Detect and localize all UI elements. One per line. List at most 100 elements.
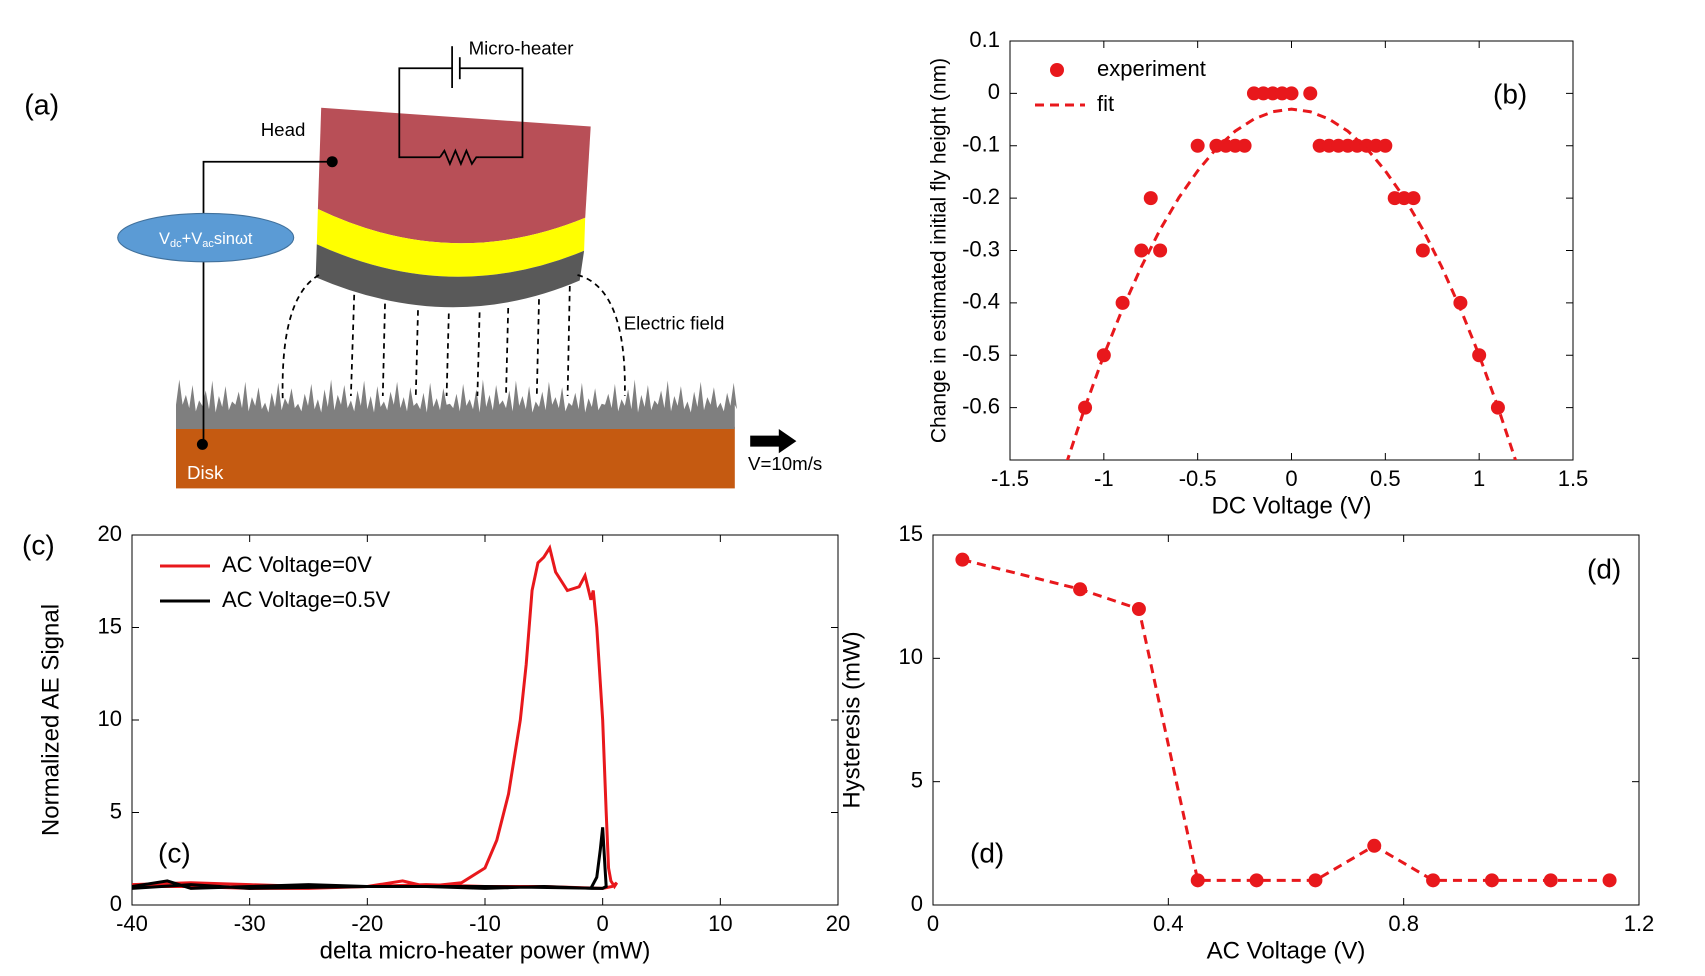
annotation: (b) xyxy=(1493,78,1527,109)
marker xyxy=(1453,295,1468,310)
x-tick-label: -1 xyxy=(1094,466,1114,491)
y-axis-label: Hysteresis (mW) xyxy=(838,631,865,808)
marker xyxy=(1602,873,1617,888)
marker xyxy=(1134,243,1149,258)
marker xyxy=(1415,243,1430,258)
marker xyxy=(1249,873,1264,888)
x-tick-label: -30 xyxy=(234,911,266,936)
marker xyxy=(1078,400,1093,415)
disk-label: Disk xyxy=(187,462,224,483)
marker xyxy=(955,552,970,567)
y-tick-label: 0.1 xyxy=(969,27,1000,52)
disk-contact xyxy=(196,438,208,450)
marker xyxy=(1237,138,1252,153)
chart: 0 0.4 0.8 1.2 0 5 10 15 AC Voltage (V) Hysteresis… xyxy=(838,521,1654,965)
marker xyxy=(1303,86,1318,101)
series-line xyxy=(1065,107,1518,460)
head-layer xyxy=(316,209,586,277)
field-label: Electric field xyxy=(624,312,725,333)
marker xyxy=(1472,348,1487,363)
y-axis-label: Change in estimated initial fly height (… xyxy=(928,58,951,443)
y-tick-label: -0.3 xyxy=(962,236,1000,261)
diagram-a: (a) Vdc+Vacsinωt Mic xyxy=(24,37,822,489)
chart: -40 -30 -20 -10 0 10 20 0 5 10 15 20 delta micro-hea… xyxy=(22,521,850,965)
series-line xyxy=(962,558,1610,882)
y-tick-label: 5 xyxy=(110,798,122,823)
marker xyxy=(1143,191,1158,206)
source-label: Vdc+Vacsinωt xyxy=(159,230,253,250)
disk-roughness xyxy=(176,379,737,429)
heater-label: Micro-heater xyxy=(469,37,574,58)
x-tick-label: -10 xyxy=(469,911,501,936)
annotation: (d) xyxy=(970,837,1004,868)
y-tick-label: -0.5 xyxy=(962,341,1000,366)
y-tick-label: 15 xyxy=(899,521,923,546)
x-tick-label: 0 xyxy=(1285,466,1297,491)
legend-marker xyxy=(1050,63,1064,77)
x-tick-label: -1.5 xyxy=(991,466,1029,491)
x-axis-label: DC Voltage (V) xyxy=(1211,492,1371,519)
voltage-source xyxy=(117,212,295,263)
y-tick-label: -0.2 xyxy=(962,184,1000,209)
y-tick-label: -0.4 xyxy=(962,289,1000,314)
marker xyxy=(1190,138,1205,153)
chart: -1.5 -1 -0.5 0 0.5 1 1.5 0.1 0 -0.1 -0.2 -0.3 -0.4 -0… xyxy=(928,27,1589,520)
x-tick-label: 0.5 xyxy=(1370,466,1401,491)
x-tick-label: 0 xyxy=(927,911,939,936)
x-tick-label: -40 xyxy=(116,911,148,936)
head-body xyxy=(317,107,591,244)
x-axis-label: delta micro-heater power (mW) xyxy=(320,937,651,964)
marker xyxy=(1096,348,1111,363)
axes-box xyxy=(131,534,839,906)
marker xyxy=(1073,582,1088,597)
marker xyxy=(1308,873,1323,888)
x-axis-label: AC Voltage (V) xyxy=(1207,937,1366,964)
panel-label: (c) xyxy=(22,529,55,560)
x-tick-label: 1.5 xyxy=(1558,466,1589,491)
y-axis-label: Normalized AE Signal xyxy=(37,604,64,836)
marker xyxy=(1378,138,1393,153)
legend-label: fit xyxy=(1097,91,1114,116)
annotation: (d) xyxy=(1587,553,1621,584)
series-line xyxy=(132,827,608,890)
legend-label: AC Voltage=0.5V xyxy=(222,587,391,612)
x-tick-label: 20 xyxy=(826,911,850,936)
legend-label: AC Voltage=0V xyxy=(222,552,372,577)
y-tick-label: 0 xyxy=(988,79,1000,104)
head-tip xyxy=(315,244,585,308)
marker xyxy=(1484,873,1499,888)
axes-box xyxy=(1009,40,1574,461)
head-contact xyxy=(326,156,338,168)
heater-circuit xyxy=(202,46,524,445)
marker xyxy=(1367,838,1382,853)
x-tick-label: 0.8 xyxy=(1388,911,1419,936)
legend-label: experiment xyxy=(1097,56,1206,81)
y-tick-label: -0.6 xyxy=(962,393,1000,418)
y-tick-label: 10 xyxy=(899,644,923,669)
y-tick-label: 10 xyxy=(98,706,122,731)
x-tick-label: 0 xyxy=(597,911,609,936)
head-label: Head xyxy=(261,119,306,140)
marker xyxy=(1115,295,1130,310)
disk xyxy=(176,426,735,489)
x-tick-label: -20 xyxy=(351,911,383,936)
panel-label: (a) xyxy=(24,89,59,121)
y-tick-label: 15 xyxy=(98,613,122,638)
marker xyxy=(1426,873,1441,888)
x-tick-label: 0.4 xyxy=(1153,911,1184,936)
x-tick-label: 10 xyxy=(708,911,732,936)
y-tick-label: 0 xyxy=(911,891,923,916)
annotation: (c) xyxy=(158,837,191,868)
motion-arrow xyxy=(750,429,797,454)
marker xyxy=(1406,191,1421,206)
speed-label: V=10m/s xyxy=(748,453,822,474)
y-tick-label: 0 xyxy=(110,891,122,916)
y-tick-label: 5 xyxy=(911,767,923,792)
y-tick-label: 20 xyxy=(98,521,122,546)
marker xyxy=(1131,602,1146,616)
marker xyxy=(1543,873,1558,888)
x-tick-label: 1 xyxy=(1473,466,1485,491)
x-tick-label: -0.5 xyxy=(1179,466,1217,491)
y-tick-label: -0.1 xyxy=(962,132,1000,157)
axes-box xyxy=(932,534,1640,906)
